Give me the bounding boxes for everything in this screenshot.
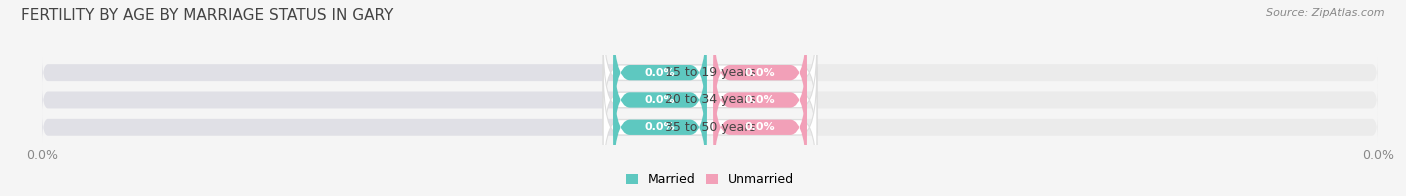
FancyBboxPatch shape bbox=[713, 67, 807, 188]
Text: Source: ZipAtlas.com: Source: ZipAtlas.com bbox=[1267, 8, 1385, 18]
Text: 35 to 50 years: 35 to 50 years bbox=[665, 121, 755, 134]
Legend: Married, Unmarried: Married, Unmarried bbox=[620, 168, 800, 191]
FancyBboxPatch shape bbox=[42, 57, 710, 88]
FancyBboxPatch shape bbox=[42, 84, 710, 115]
Text: 15 to 19 years: 15 to 19 years bbox=[665, 66, 755, 79]
Text: 0.0%: 0.0% bbox=[644, 122, 675, 132]
Text: 0.0%: 0.0% bbox=[644, 95, 675, 105]
FancyBboxPatch shape bbox=[603, 39, 817, 161]
FancyBboxPatch shape bbox=[713, 39, 807, 161]
FancyBboxPatch shape bbox=[613, 12, 707, 133]
Text: FERTILITY BY AGE BY MARRIAGE STATUS IN GARY: FERTILITY BY AGE BY MARRIAGE STATUS IN G… bbox=[21, 8, 394, 23]
FancyBboxPatch shape bbox=[710, 84, 1378, 115]
FancyBboxPatch shape bbox=[713, 12, 807, 133]
FancyBboxPatch shape bbox=[613, 39, 707, 161]
FancyBboxPatch shape bbox=[603, 12, 817, 133]
FancyBboxPatch shape bbox=[613, 67, 707, 188]
Text: 0.0%: 0.0% bbox=[745, 122, 776, 132]
FancyBboxPatch shape bbox=[42, 112, 710, 143]
FancyBboxPatch shape bbox=[710, 57, 1378, 88]
Text: 0.0%: 0.0% bbox=[745, 95, 776, 105]
Text: 20 to 34 years: 20 to 34 years bbox=[665, 93, 755, 106]
Text: 0.0%: 0.0% bbox=[644, 68, 675, 78]
Text: 0.0%: 0.0% bbox=[745, 68, 776, 78]
FancyBboxPatch shape bbox=[603, 67, 817, 188]
FancyBboxPatch shape bbox=[710, 112, 1378, 143]
